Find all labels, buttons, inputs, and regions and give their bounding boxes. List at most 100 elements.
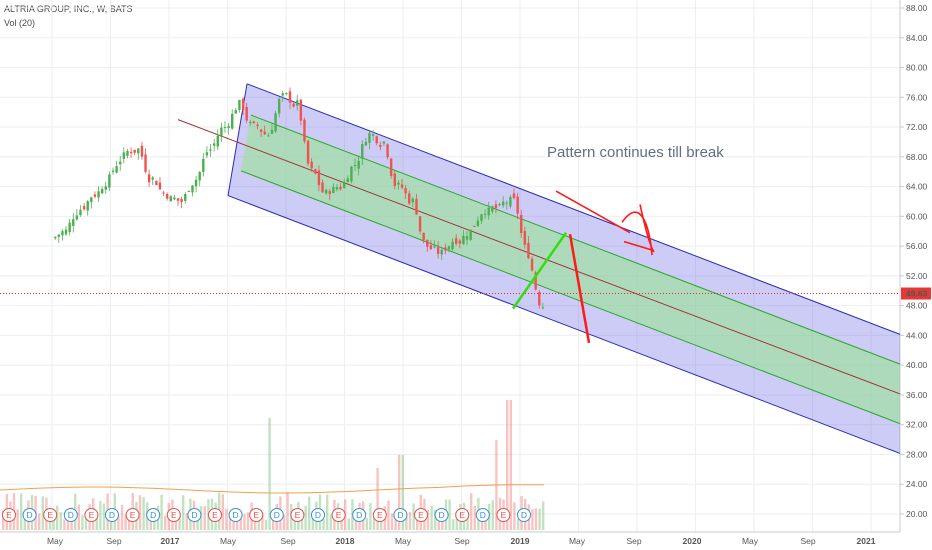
candle-body — [176, 198, 180, 201]
candle-body — [498, 204, 501, 206]
candle-body — [379, 145, 382, 147]
price-tick-label: 60.00 — [906, 211, 928, 221]
event-circle — [414, 508, 428, 522]
dividend-event-icon: D — [105, 508, 119, 522]
event-letter: E — [212, 510, 218, 520]
dividend-event-icon: D — [475, 508, 490, 522]
candle-body — [346, 178, 350, 183]
candle-body — [180, 198, 183, 202]
volume-bar — [38, 513, 41, 530]
candle-body — [400, 184, 404, 188]
candle-body — [241, 98, 245, 111]
volume-bar — [200, 506, 203, 530]
event-letter: E — [295, 510, 301, 520]
volume-bar — [120, 504, 124, 530]
volume-bar — [178, 513, 181, 530]
volume-bar — [282, 514, 286, 530]
channel-inner-lower-line — [240, 170, 901, 425]
time-tick-label: Sep — [800, 536, 815, 546]
candle-body — [444, 247, 447, 251]
volume-bar — [95, 518, 98, 530]
event-letter: D — [150, 510, 156, 520]
candle-body — [133, 149, 136, 153]
earnings-event-icon: E — [43, 508, 58, 522]
volume-bar — [387, 500, 390, 530]
price-tick-label: 88.00 — [906, 3, 928, 13]
candle-body — [173, 197, 176, 200]
candle-body — [194, 179, 198, 187]
candle-body — [227, 126, 230, 129]
volume-bar — [365, 518, 368, 530]
time-tick-label: 2018 — [336, 536, 355, 546]
volume-bar — [430, 505, 433, 530]
candle-body — [527, 242, 530, 259]
earnings-event-icon: E — [84, 508, 99, 522]
event-circle — [208, 508, 222, 522]
volume-bar — [142, 497, 145, 530]
dividend-event-icon: D — [393, 508, 408, 522]
volume-bar — [448, 499, 451, 530]
event-circle — [228, 508, 243, 522]
red-break-marker — [568, 233, 591, 344]
event-circle — [146, 508, 161, 522]
price-tick-label: 80.00 — [906, 63, 928, 73]
candle-body — [501, 201, 505, 206]
candle-body — [426, 239, 429, 247]
volume-bar — [452, 519, 455, 530]
candle-body — [422, 232, 425, 241]
candle-body — [303, 119, 306, 142]
earnings-event-icon: E — [455, 508, 470, 522]
candle-body — [72, 219, 75, 226]
candle-body — [310, 161, 313, 169]
candle-body — [541, 307, 545, 309]
volume-bar — [41, 496, 44, 530]
candle-body — [111, 170, 115, 172]
volume-bar — [401, 455, 404, 530]
candle-body — [317, 170, 321, 186]
event-circle — [105, 508, 119, 522]
last-price-badge — [901, 287, 931, 300]
candle-body — [104, 186, 107, 190]
dividend-event-icon: D — [146, 508, 161, 522]
volume-bar — [390, 513, 394, 530]
candle-body — [454, 238, 458, 244]
time-tick-label: Sep — [106, 536, 121, 546]
candle-body — [205, 152, 209, 156]
volume-bar — [434, 509, 437, 530]
price-tick-label: 28.00 — [906, 449, 928, 459]
chart-title: ALTRIA GROUP, INC., W, BATS — [4, 4, 133, 14]
volume-bar — [138, 495, 142, 530]
volume-ma-line — [0, 484, 545, 494]
candle-body — [223, 127, 227, 129]
candle-body — [64, 229, 68, 235]
event-letter: E — [377, 510, 383, 520]
time-tick-label: Sep — [280, 536, 295, 546]
volume-bar — [81, 515, 84, 530]
volume-indicator-label[interactable]: Vol (20) — [4, 18, 36, 28]
volume-bar — [99, 500, 102, 530]
dividend-event-icon: D — [63, 508, 78, 522]
last-price-label: 49.63 — [906, 289, 928, 299]
time-tick-label: Sep — [626, 536, 641, 546]
candle-body — [191, 185, 194, 193]
candle-body — [429, 245, 433, 250]
candle-body — [339, 186, 342, 190]
volume-bar — [412, 503, 415, 530]
volume-bar — [59, 512, 62, 530]
candle-body — [480, 214, 483, 221]
price-tick-label: 20.00 — [906, 509, 928, 519]
candle-body — [249, 121, 252, 123]
event-letter: D — [521, 510, 527, 520]
event-circle — [43, 508, 58, 522]
event-letter: E — [89, 510, 95, 520]
volume-bar — [56, 505, 59, 530]
volume-bar — [236, 515, 239, 530]
volume-bar — [308, 496, 311, 530]
event-circle — [249, 508, 264, 522]
volume-bar — [16, 509, 19, 530]
volume-bar — [538, 508, 541, 530]
candle-body — [520, 215, 523, 233]
earnings-event-icon: E — [249, 508, 264, 522]
median-line — [177, 119, 901, 395]
